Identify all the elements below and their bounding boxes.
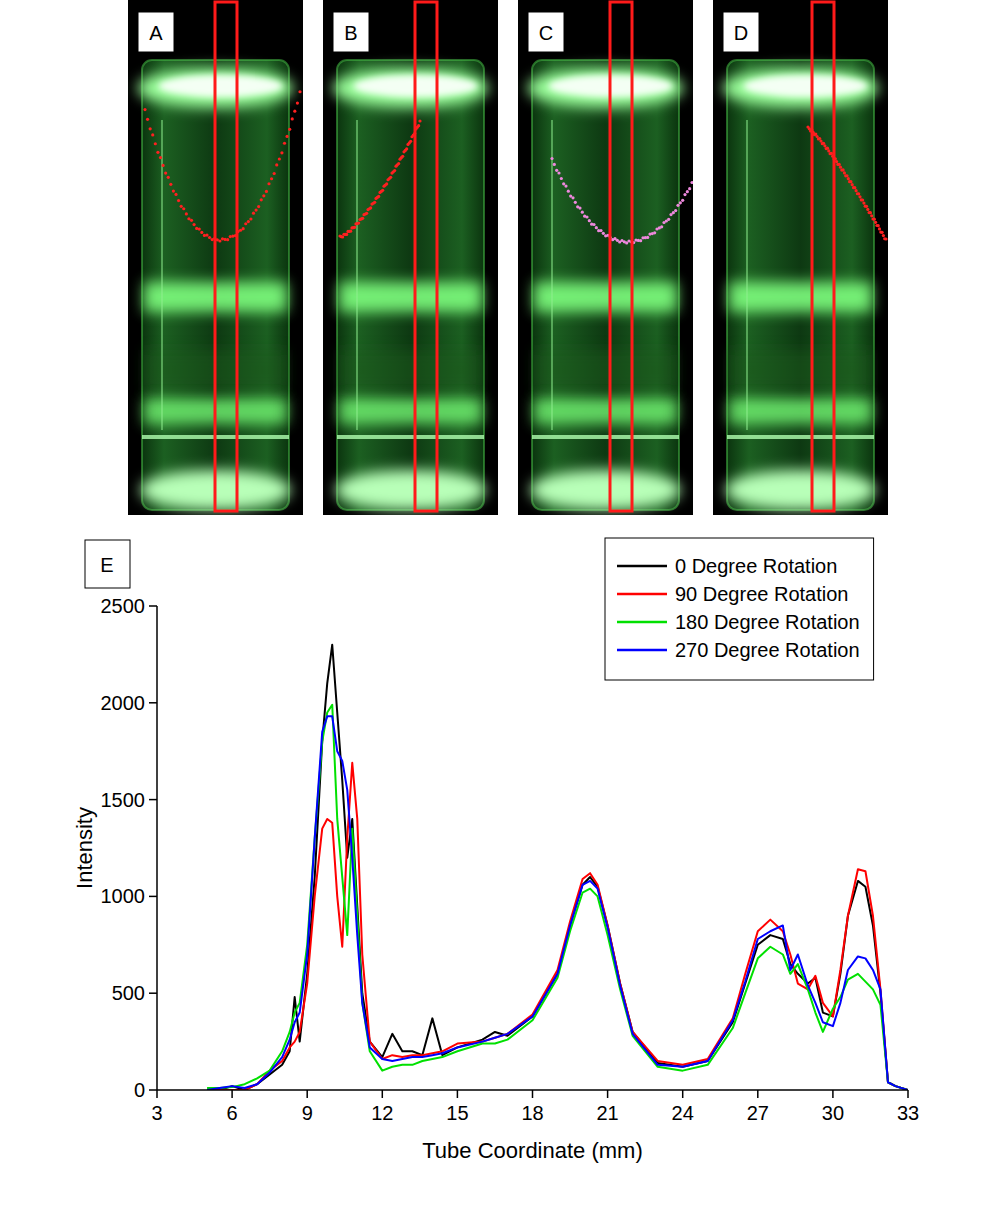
figure: A B C D E 3 6 9 12 15 18 21 24 27 30 33 0 500 1000 1500 2000… <box>0 0 1000 1216</box>
y-tick <box>149 896 157 898</box>
y-tick <box>149 1089 157 1091</box>
x-tick <box>532 1090 534 1098</box>
x-tick <box>156 1090 158 1098</box>
x-tick-label: 24 <box>672 1102 694 1124</box>
x-axis-title: Tube Coordinate (mm) <box>422 1138 642 1163</box>
panel-label-box <box>723 12 759 52</box>
panel-label-box <box>528 12 564 52</box>
legend-swatch <box>617 649 667 652</box>
x-tick <box>832 1090 834 1098</box>
y-tick <box>149 992 157 994</box>
y-axis-title: Intensity <box>72 807 97 889</box>
y-tick <box>149 799 157 801</box>
x-tick-label: 33 <box>897 1102 919 1124</box>
y-tick-label: 500 <box>112 982 145 1004</box>
x-tick-label: 18 <box>521 1102 543 1124</box>
legend-label: 90 Degree Rotation <box>675 583 848 605</box>
x-tick-label: 12 <box>371 1102 393 1124</box>
tube-photo: D <box>713 0 888 515</box>
legend-label: 270 Degree Rotation <box>675 639 860 661</box>
selection-box <box>415 2 437 511</box>
legend: 0 Degree Rotation 90 Degree Rotation 180 D… <box>605 538 874 680</box>
series-line <box>207 763 908 1090</box>
y-tick-label: 0 <box>134 1079 145 1101</box>
x-tick <box>907 1090 909 1098</box>
x-tick <box>757 1090 759 1098</box>
legend-swatch <box>617 593 667 596</box>
selection-box <box>610 2 632 511</box>
legend-swatch <box>617 565 667 568</box>
x-tick-label: 27 <box>747 1102 769 1124</box>
x-tick-label: 6 <box>227 1102 238 1124</box>
panel-label-box <box>85 540 130 588</box>
x-tick <box>306 1090 308 1098</box>
plot-area <box>207 645 908 1090</box>
panel-label: A <box>149 22 163 44</box>
y-tick <box>149 605 157 607</box>
selection-box <box>215 2 237 511</box>
legend-swatch <box>617 621 667 624</box>
legend-label: 0 Degree Rotation <box>675 555 837 577</box>
y-tick-label: 2000 <box>101 692 146 714</box>
x-tick-label: 15 <box>446 1102 468 1124</box>
panel-label: E <box>100 554 113 576</box>
x-tick <box>607 1090 609 1098</box>
tube-photo: A <box>128 0 303 515</box>
y-axis <box>156 606 158 1090</box>
x-tick <box>457 1090 459 1098</box>
x-tick <box>231 1090 233 1098</box>
legend-label: 180 Degree Rotation <box>675 611 860 633</box>
panel-label: C <box>539 22 553 44</box>
x-tick-label: 3 <box>151 1102 162 1124</box>
x-tick <box>682 1090 684 1098</box>
tube-photo: B <box>323 0 498 515</box>
x-tick <box>382 1090 384 1098</box>
series-line <box>207 645 908 1090</box>
panel-label: B <box>344 22 357 44</box>
x-tick-label: 30 <box>822 1102 844 1124</box>
x-tick-label: 9 <box>302 1102 313 1124</box>
y-tick <box>149 702 157 704</box>
y-tick-label: 1500 <box>101 789 146 811</box>
tube-photo: C <box>518 0 694 515</box>
y-tick-label: 1000 <box>101 885 146 907</box>
series-line <box>207 716 908 1090</box>
x-tick-label: 21 <box>596 1102 618 1124</box>
selection-box <box>812 2 834 511</box>
y-tick-label: 2500 <box>101 595 146 617</box>
series-line <box>207 705 908 1090</box>
panel-label-box <box>333 12 369 52</box>
panel-label-box <box>138 12 174 52</box>
panel-label: D <box>734 22 748 44</box>
